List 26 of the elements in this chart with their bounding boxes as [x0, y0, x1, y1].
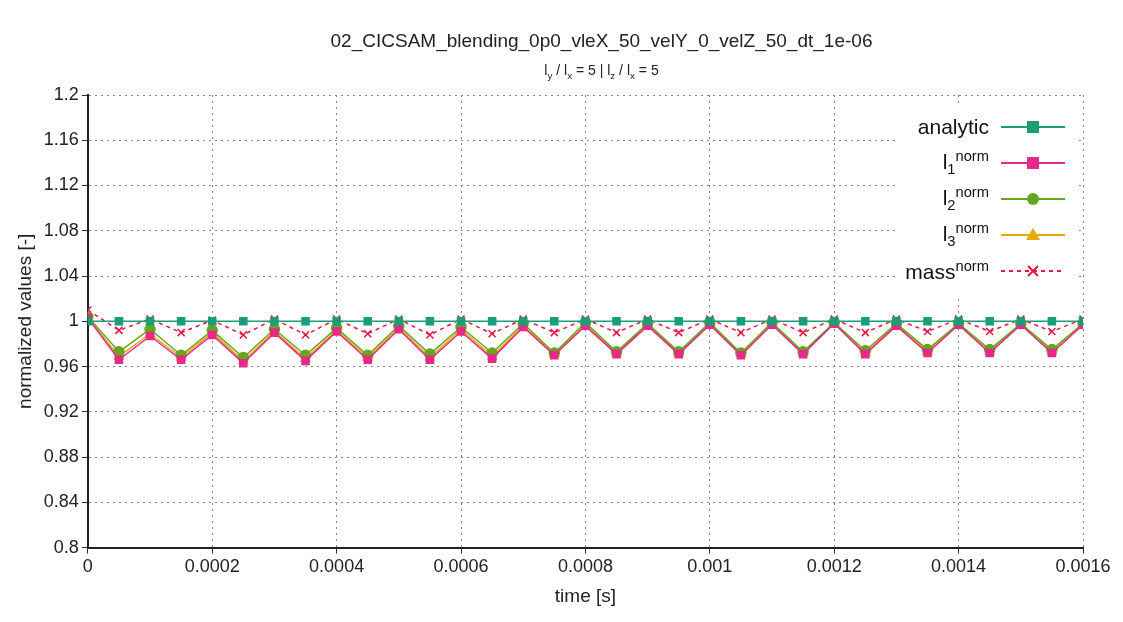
- text: l$_{y}$ / l$_{x}$ = 5 | l$_{z}$ / l$_{x}$ = 5: [544, 62, 659, 81]
- y-tick-label: 1: [68, 310, 79, 331]
- y-tick-label: 1.16: [43, 129, 79, 150]
- y-tick-label: 0.88: [43, 446, 79, 467]
- x-tick-label: 0.0002: [184, 556, 240, 577]
- x-tick-label: 0.001: [687, 556, 733, 577]
- x-tick-label: 0.0014: [931, 556, 987, 577]
- x-axis-title: time [s]: [554, 584, 617, 606]
- y-tick-label: 1.04: [43, 265, 79, 286]
- legend-label: analytic: [917, 115, 989, 139]
- x-tick-label: 0.0012: [806, 556, 862, 577]
- legend-label: mass$^{norm}$: [905, 258, 989, 284]
- y-tick-label: 1.12: [43, 174, 79, 195]
- x-tick-label: 0: [82, 556, 93, 577]
- y-tick-label: 1.2: [53, 83, 79, 104]
- chart-title: 02_CICSAM_blending_0p0_vleX_50_velY_0_velZ_50_dt_1e-06: [329, 30, 874, 52]
- y-tick-label: 0.84: [43, 491, 79, 512]
- x-tick-label: 0.0004: [309, 556, 365, 577]
- y-tick-label: 0.96: [43, 355, 79, 376]
- x-tick-label: 0.0006: [433, 556, 489, 577]
- x-tick-label: 0.0016: [1055, 556, 1111, 577]
- y-tick-label: 1.08: [43, 219, 79, 240]
- y-tick-label: 0.8: [53, 536, 79, 557]
- y-tick-label: 0.92: [43, 400, 79, 421]
- x-tick-label: 0.0008: [557, 556, 613, 577]
- y-axis-title: normalized values [-]: [13, 233, 35, 409]
